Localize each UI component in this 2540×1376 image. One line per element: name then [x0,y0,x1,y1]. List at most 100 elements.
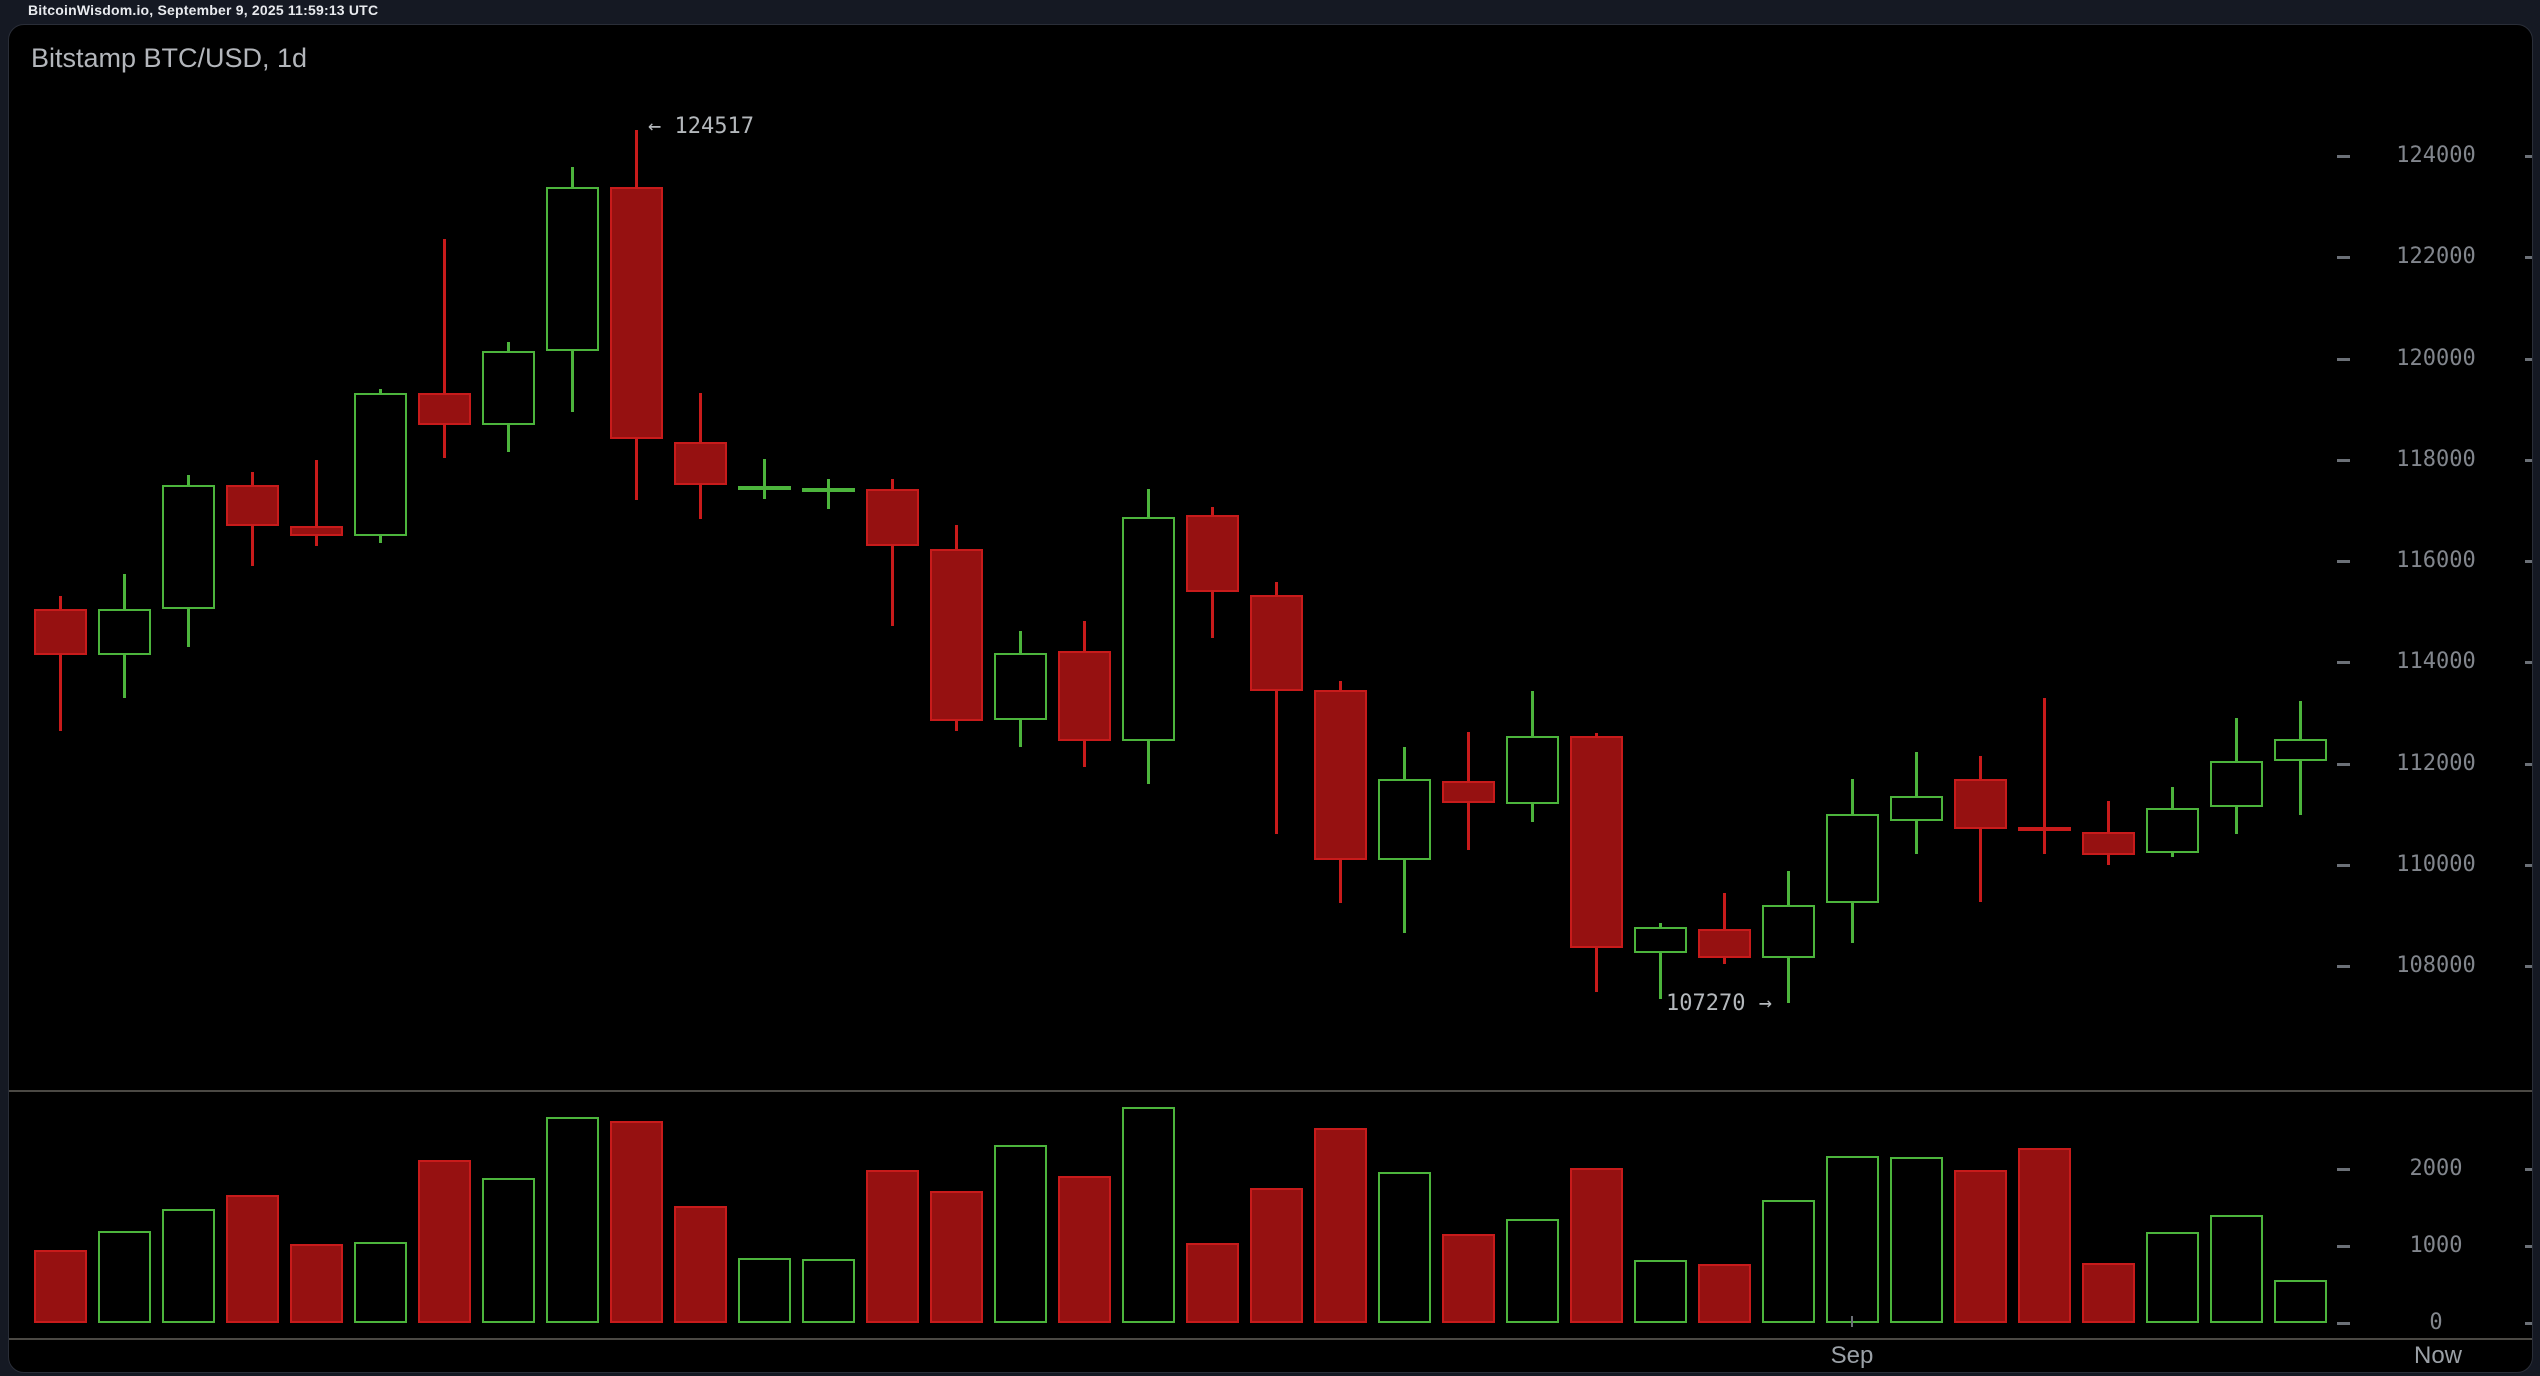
price-tick-dash-left [2337,458,2350,462]
candle-body [98,609,151,655]
volume-bar [1762,1199,1815,1323]
volume-bar [1122,1106,1175,1323]
candle-body [1058,650,1111,741]
top-status-bar: BitcoinWisdom.io, September 9, 2025 11:5… [0,0,2540,23]
volume-tick-dash-right [2525,1245,2532,1248]
volume-bar [1506,1219,1559,1323]
candle-body [2274,738,2327,761]
high-price-annotation: ← 124517 [648,113,754,139]
volume-bar [2210,1215,2263,1323]
price-tick-dash-right [2525,560,2532,563]
volume-bar [1250,1188,1303,1323]
price-axis-label: 112000 [2396,750,2476,776]
price-volume-divider [9,1090,2532,1092]
candle-body [802,487,855,492]
price-tick-dash-right [2525,458,2532,462]
candle-wick [443,239,446,459]
volume-bar [546,1116,599,1323]
candle-body [994,652,1047,720]
price-tick-dash-right [2525,661,2532,665]
volume-bar [1634,1259,1687,1323]
volume-bar [162,1209,215,1323]
price-tick-dash-left [2337,357,2350,361]
candle-body [226,485,279,526]
price-tick-dash-left [2337,661,2350,665]
price-tick-dash-left [2337,863,2350,867]
time-axis-divider [9,1338,2532,1340]
candle-body [290,525,343,536]
candle-body [546,186,599,351]
price-tick-dash-left [2337,965,2350,968]
candle-body [1634,927,1687,953]
volume-bar [930,1190,983,1323]
candle-wick [59,596,62,731]
volume-bar [2146,1232,2199,1323]
volume-bar [482,1178,535,1323]
chart-title: Bitstamp BTC/USD, 1d [31,43,308,73]
volume-bar [674,1205,727,1323]
candle-body [1698,929,1751,958]
volume-bar [1890,1157,1943,1323]
candle-body [418,392,471,425]
volume-bar [226,1195,279,1323]
price-tick-dash-right [2525,965,2532,968]
volume-bar [802,1259,855,1323]
candle-body [1378,778,1431,860]
candle-body [1954,778,2007,829]
price-tick-dash-left [2337,560,2350,563]
price-tick-dash-left [2337,155,2350,158]
volume-bar [1314,1128,1367,1323]
candle-wick [827,478,830,509]
price-axis-label: 108000 [2396,953,2476,978]
candle-body [2210,760,2263,808]
volume-bar [1442,1234,1495,1323]
candle-body [1890,795,1943,821]
candle-wick [315,459,318,546]
price-tick-dash-left [2337,256,2350,260]
price-axis-label: 114000 [2396,649,2476,675]
volume-bar [1954,1169,2007,1323]
low-price-annotation: 107270 → [1666,990,1772,1016]
candle-body [1506,735,1559,804]
candle-body [1186,514,1239,592]
volume-bar [34,1249,87,1323]
candle-wick [763,458,766,500]
candle-body [1122,516,1175,741]
candle-body [866,489,919,546]
price-axis-label: 124000 [2396,143,2476,168]
candle-body [1250,594,1303,691]
site-and-timestamp: BitcoinWisdom.io, September 9, 2025 11:5… [28,2,379,18]
volume-tick-dash-left [2337,1245,2350,1248]
volume-bar [994,1145,1047,1323]
volume-bar [2018,1148,2071,1323]
price-axis-label: 110000 [2396,851,2476,877]
candle-body [354,392,407,536]
candle-wick [1723,892,1726,964]
volume-bar [1826,1155,1879,1323]
candle-body [1570,735,1623,948]
volume-bar [98,1230,151,1323]
volume-bar [1698,1263,1751,1323]
price-axis-label: 116000 [2396,548,2476,573]
price-axis-label: 118000 [2396,446,2476,472]
candle-wick [891,478,894,626]
volume-tick-dash-left [2337,1322,2350,1325]
candle-body [930,548,983,721]
volume-bar [1378,1172,1431,1323]
candle-body [1762,904,1815,958]
volume-axis-label: 2000 [2409,1156,2463,1181]
candle-body [482,350,535,425]
volume-bar [290,1244,343,1323]
price-tick-dash-right [2525,863,2532,867]
time-label-month: Sep [1830,1342,1874,1369]
volume-tick-dash-right [2525,1322,2532,1325]
chart-container[interactable]: Bitstamp BTC/USD, 1d 124000 122000 120000 1… [8,24,2533,1373]
candle-wick [1275,581,1278,834]
candle-body [674,442,727,486]
candle-wick [1659,922,1662,999]
volume-tick-dash-left [2337,1168,2350,1171]
volume-bar [1186,1242,1239,1323]
volume-tick-dash-right [2525,1168,2532,1171]
price-axis-label: 122000 [2396,244,2476,270]
volume-bar [610,1121,663,1323]
